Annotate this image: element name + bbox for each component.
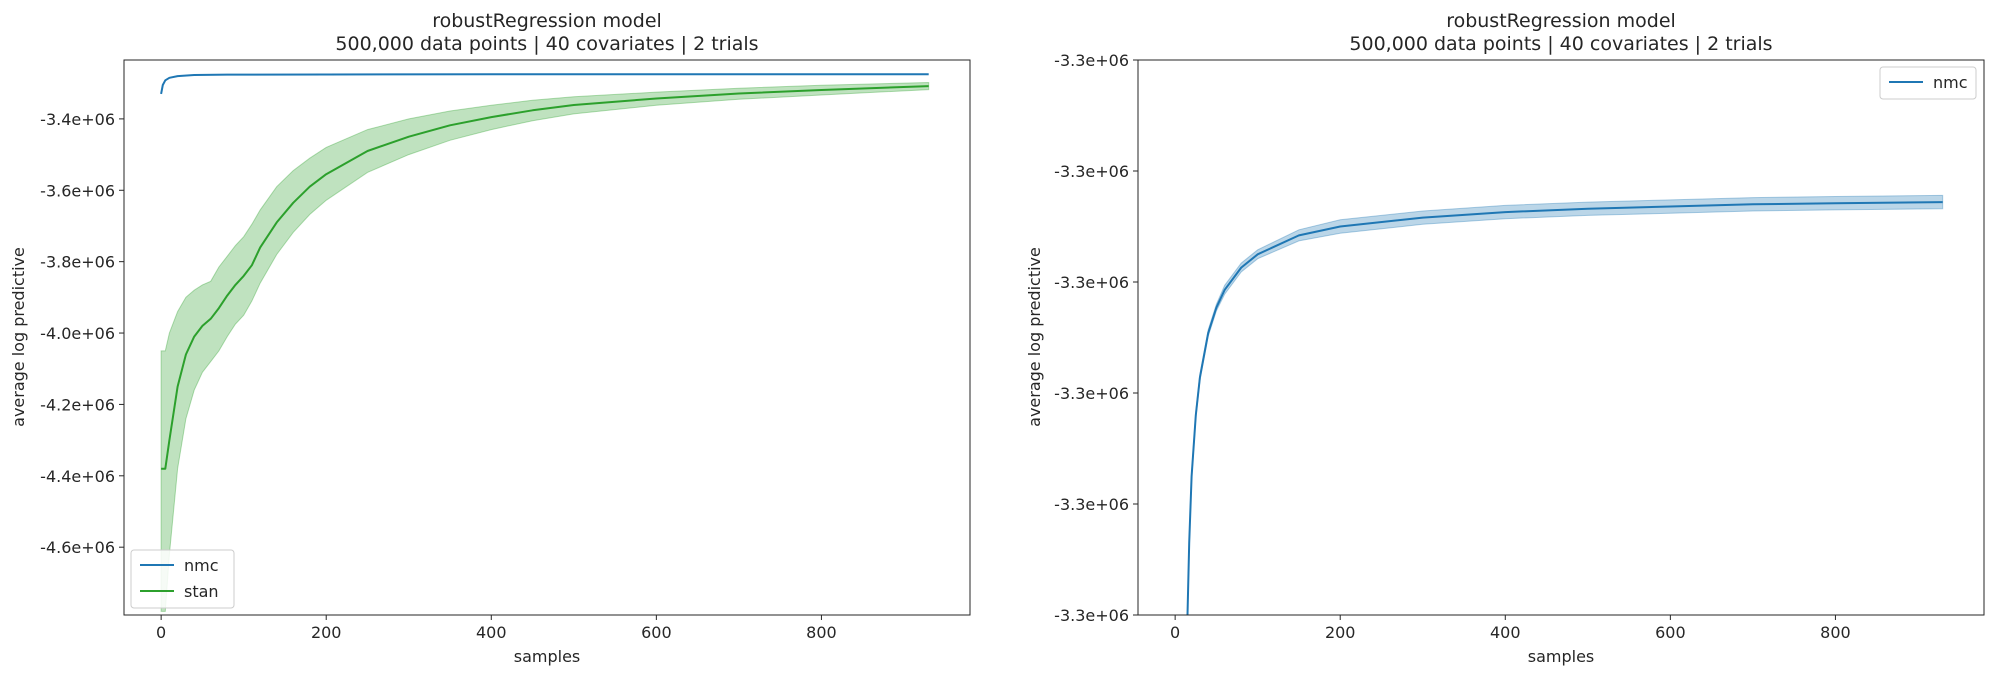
chart-left-series-layer bbox=[160, 73, 930, 612]
chart-left-xtick-label: 200 bbox=[311, 623, 342, 642]
chart-right-ylabel: average log predictive bbox=[1025, 247, 1044, 427]
chart-left-ytick-label: -4.2e+06 bbox=[40, 395, 115, 414]
chart-left-stan-line bbox=[161, 85, 929, 470]
chart-left-ytick-label: -4.6e+06 bbox=[40, 538, 115, 557]
chart-left-title: robustRegression model bbox=[432, 10, 662, 32]
chart-right-ticks: 0 200 400 600 800 -3.3e+06 -3.3e+06 -3.3e+06 -3.… bbox=[1054, 51, 1851, 642]
chart-left-ytick-label: -3.4e+06 bbox=[40, 110, 115, 129]
chart-right-ytick-label: -3.3e+06 bbox=[1054, 273, 1129, 292]
chart-left-ytick-label: -4.4e+06 bbox=[40, 467, 115, 486]
chart-right-legend: nmc bbox=[1879, 66, 1977, 100]
chart-right-nmc-line bbox=[1186, 201, 1943, 615]
chart-left-legend-nmc-label: nmc bbox=[184, 556, 219, 575]
chart-left-xtick-label: 800 bbox=[806, 623, 837, 642]
chart-right-xtick-label: 600 bbox=[1655, 623, 1686, 642]
chart-left-xtick-label: 0 bbox=[156, 623, 166, 642]
chart-right-title: robustRegression model bbox=[1446, 10, 1676, 32]
chart-right-ytick-label: -3.3e+06 bbox=[1054, 384, 1129, 403]
chart-left-plot-area bbox=[160, 73, 930, 612]
chart-left-ytick-label: -3.6e+06 bbox=[40, 181, 115, 200]
chart-right-ytick-label: -3.3e+06 bbox=[1054, 162, 1129, 181]
chart-left-legend-stan-label: stan bbox=[184, 582, 219, 601]
chart-right-ytick-label: -3.3e+06 bbox=[1054, 606, 1129, 625]
chart-left-ytick-label: -3.8e+06 bbox=[40, 253, 115, 272]
chart-right-ytick-label: -3.3e+06 bbox=[1054, 495, 1129, 514]
chart-right-xtick-label: 200 bbox=[1325, 623, 1356, 642]
chart-left-subtitle: 500,000 data points | 40 covariates | 2 … bbox=[335, 33, 758, 55]
chart-left-xtick-label: 600 bbox=[641, 623, 672, 642]
chart-right-xtick-label: 800 bbox=[1820, 623, 1851, 642]
chart-left-stan-band bbox=[160, 81, 930, 612]
chart-right-plot-area bbox=[1186, 194, 1944, 615]
chart-left: robustRegression model 500,000 data poin… bbox=[9, 10, 971, 666]
chart-left-frame bbox=[123, 59, 971, 616]
chart-right-legend-box bbox=[1879, 66, 1977, 100]
chart-right-xtick-label: 0 bbox=[1170, 623, 1180, 642]
chart-left-ylabel: average log predictive bbox=[9, 247, 28, 427]
chart-left-ticks: 0 200 400 600 800 -3.4e+06 -3.6e+06 -3.8e+06 -4.… bbox=[40, 110, 837, 642]
chart-right-subtitle: 500,000 data points | 40 covariates | 2 … bbox=[1349, 33, 1772, 55]
chart-left-ytick-label: -4.0e+06 bbox=[40, 324, 115, 343]
chart-left-nmc-line bbox=[160, 73, 929, 95]
chart-right-legend-nmc-label: nmc bbox=[1933, 73, 1968, 92]
chart-right-ytick-label: -3.3e+06 bbox=[1054, 51, 1129, 70]
chart-right-frame bbox=[1137, 59, 1985, 616]
chart-right-series-layer bbox=[1186, 194, 1944, 615]
chart-right-nmc-band bbox=[1187, 194, 1944, 615]
chart-right: robustRegression model 500,000 data poin… bbox=[1025, 10, 1985, 666]
chart-right-xlabel: samples bbox=[1528, 647, 1595, 666]
chart-left-xlabel: samples bbox=[514, 647, 581, 666]
chart-left-xtick-label: 400 bbox=[476, 623, 507, 642]
chart-left-legend: nmc stan bbox=[130, 549, 235, 609]
chart-right-xtick-label: 400 bbox=[1490, 623, 1521, 642]
